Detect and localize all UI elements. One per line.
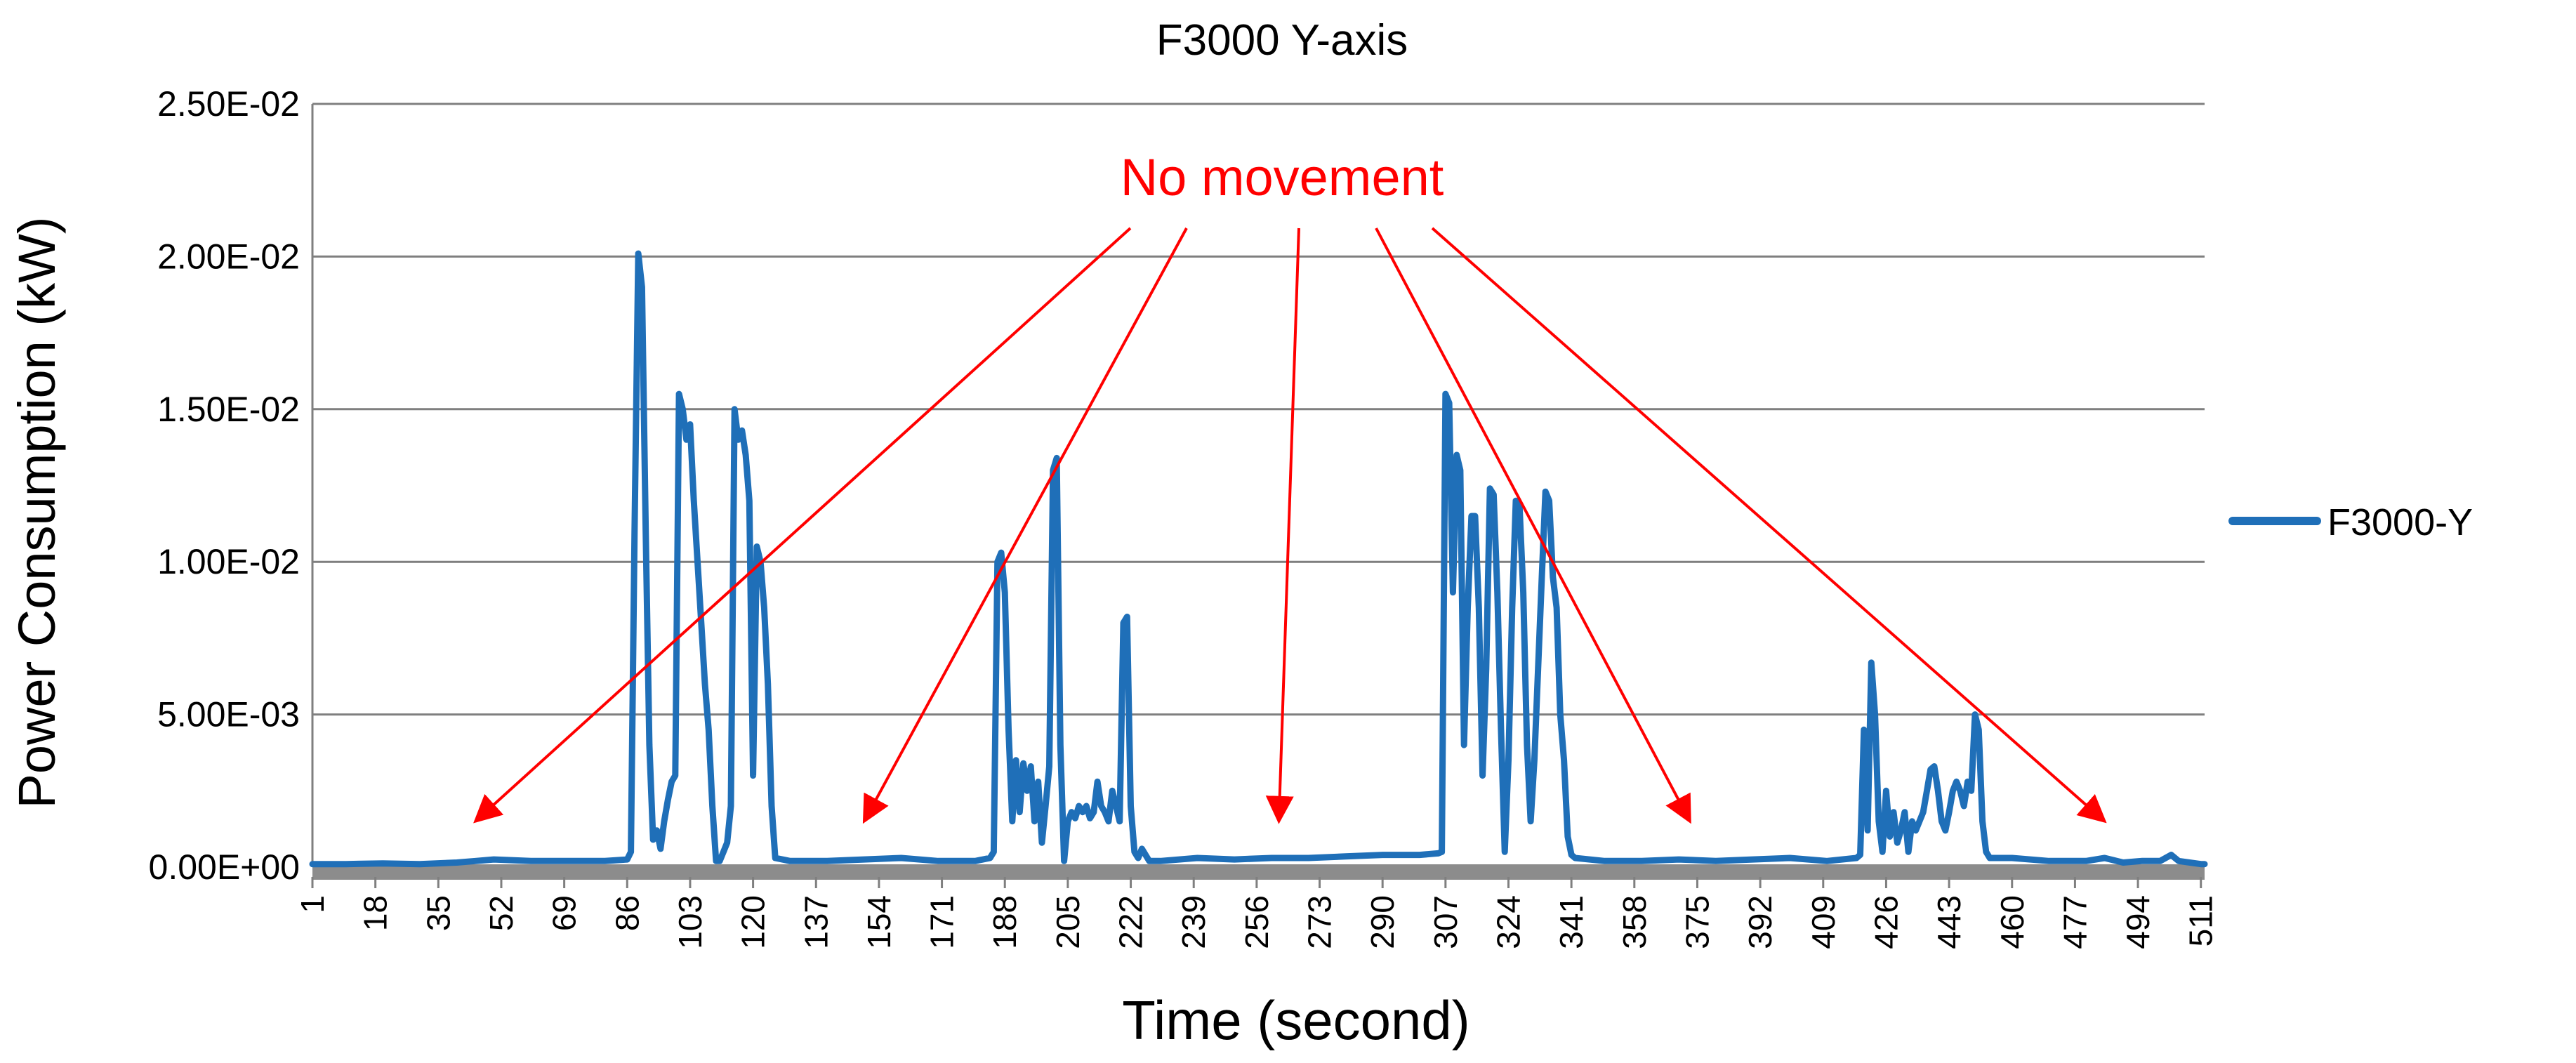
x-tick-label: 324 xyxy=(1490,895,1526,949)
y-tick-label: 2.50E-02 xyxy=(157,84,300,124)
x-tick-label: 307 xyxy=(1427,895,1464,949)
legend-label: F3000-Y xyxy=(2327,501,2473,543)
x-tick-label: 154 xyxy=(861,895,897,949)
x-tick-label: 511 xyxy=(2183,895,2219,946)
y-axis-label: Power Consumption (kW) xyxy=(8,216,66,808)
x-axis-ticks xyxy=(311,864,2205,888)
x-axis-band xyxy=(312,864,2205,880)
series-layer xyxy=(309,250,2208,868)
x-tick-label: 205 xyxy=(1050,895,1086,949)
y-tick-label: 1.00E-02 xyxy=(157,542,300,581)
y-tick-label: 5.00E-03 xyxy=(157,695,300,734)
x-tick-label: 273 xyxy=(1302,895,1338,949)
annotation-arrow xyxy=(473,227,1132,824)
annotation-text: No movement xyxy=(1121,148,1444,206)
x-tick-label: 290 xyxy=(1364,895,1401,949)
x-tick-label: 392 xyxy=(1742,895,1778,949)
chart-title: F3000 Y-axis xyxy=(1156,16,1408,65)
x-tick-label: 426 xyxy=(1868,895,1904,949)
x-tick-label: 239 xyxy=(1175,895,1212,949)
x-tick-label: 52 xyxy=(483,895,520,931)
legend: F3000-Y xyxy=(2228,501,2473,543)
x-tick-label: 460 xyxy=(1994,895,2030,949)
x-tick-label: 188 xyxy=(986,895,1023,949)
annotation-arrow xyxy=(862,227,1188,824)
annotation xyxy=(473,227,2107,824)
x-tick-label: 86 xyxy=(609,895,645,931)
x-tick-label: 171 xyxy=(924,895,960,949)
x-tick-label: 18 xyxy=(357,895,394,931)
annotation-arrow xyxy=(1265,227,1300,824)
series-line xyxy=(309,250,2208,868)
y-tick-label: 0.00E+00 xyxy=(149,847,300,887)
annotation-arrow xyxy=(1431,227,2107,824)
annotation-arrow xyxy=(1375,227,1691,824)
x-axis-label: Time (second) xyxy=(1122,989,1470,1051)
x-tick-label: 69 xyxy=(546,895,583,931)
x-tick-label: 409 xyxy=(1805,895,1842,949)
grid xyxy=(311,103,2205,867)
x-tick-label: 494 xyxy=(2120,895,2156,949)
x-tick-label: 358 xyxy=(1616,895,1653,949)
x-tick-label: 35 xyxy=(420,895,456,931)
x-tick-label: 120 xyxy=(735,895,772,949)
y-tick-label: 2.00E-02 xyxy=(157,237,300,276)
x-tick-label: 222 xyxy=(1113,895,1149,949)
x-tick-label: 1 xyxy=(294,895,331,913)
x-tick-label: 137 xyxy=(798,895,834,949)
y-tick-label: 1.50E-02 xyxy=(157,390,300,429)
x-axis-tick-labels: 1 18 35 52 69 86 103 120 137 154 171 188 205 222 239 25… xyxy=(294,895,2219,949)
x-tick-label: 103 xyxy=(672,895,708,949)
x-tick-label: 443 xyxy=(1931,895,1967,949)
y-axis-tick-labels: 0.00E+00 5.00E-03 1.00E-02 1.50E-02 2.00E-02… xyxy=(149,84,300,887)
x-tick-label: 375 xyxy=(1679,895,1715,949)
x-tick-label: 477 xyxy=(2056,895,2093,949)
x-tick-label: 256 xyxy=(1239,895,1275,949)
x-tick-label: 341 xyxy=(1553,895,1590,949)
